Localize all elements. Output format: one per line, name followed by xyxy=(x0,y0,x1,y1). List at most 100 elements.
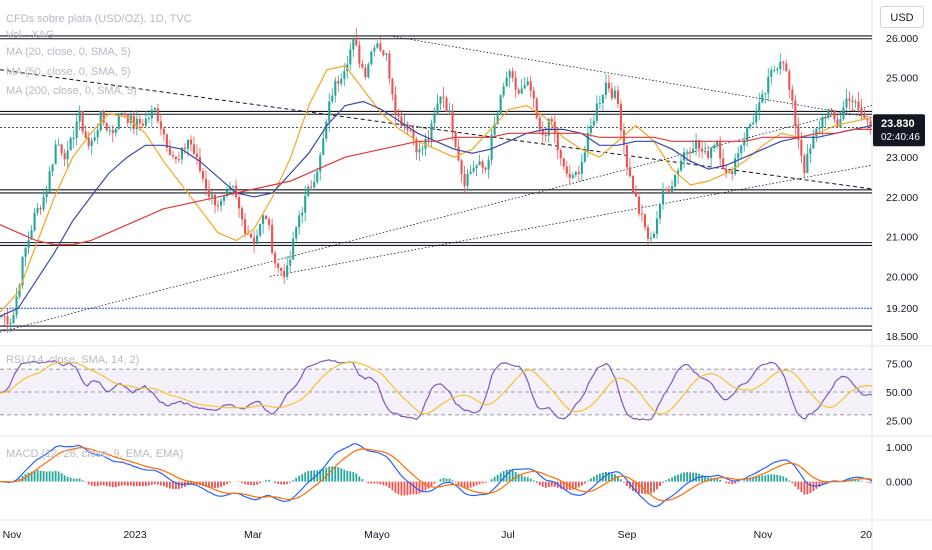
price-tick-label: 19.200 xyxy=(886,303,918,315)
candle-body xyxy=(54,144,57,165)
candle-body xyxy=(364,67,367,78)
ma200-line xyxy=(0,128,872,246)
candle-body xyxy=(845,98,848,108)
candle-body xyxy=(316,171,319,182)
price-tick-label: 25.000 xyxy=(886,73,918,85)
candle-body xyxy=(752,122,755,125)
candle-body xyxy=(69,138,72,151)
candle-body xyxy=(313,181,316,188)
candle-body xyxy=(219,200,223,206)
candle-body xyxy=(292,238,295,260)
candle-body xyxy=(24,247,27,257)
candle-body xyxy=(177,159,180,161)
candle-body xyxy=(722,158,725,169)
ma20-line xyxy=(0,65,873,313)
candle-body xyxy=(394,94,397,114)
price-tick-label: 26.000 xyxy=(886,33,918,45)
ma50-line xyxy=(0,100,873,317)
candle-body xyxy=(192,144,195,154)
candle-body xyxy=(713,145,716,149)
candle-body xyxy=(463,173,466,187)
candle-body xyxy=(39,207,42,210)
macd-legend: MACD (12, 26, close, 9, EMA, EMA) xyxy=(6,448,184,460)
candle-body xyxy=(102,111,105,123)
candle-body xyxy=(180,147,183,160)
candle-body xyxy=(643,214,647,228)
candle-body xyxy=(75,121,78,138)
candle-body xyxy=(628,167,631,177)
candle-body xyxy=(680,160,683,171)
candle-body xyxy=(451,110,454,132)
candle-body xyxy=(105,122,108,131)
candle-body xyxy=(442,96,445,99)
candle-body xyxy=(126,114,129,123)
candle-body xyxy=(586,133,589,153)
candle-body xyxy=(842,107,845,120)
candle-body xyxy=(550,118,553,122)
candle-body xyxy=(367,64,370,78)
candle-body xyxy=(511,71,514,78)
candle-body xyxy=(854,101,857,103)
candle-body xyxy=(30,230,33,240)
candle-body xyxy=(710,148,713,158)
macd-tick-label: 0.000 xyxy=(886,477,912,489)
candle-body xyxy=(716,141,719,146)
candle-body xyxy=(652,233,656,238)
candle-body xyxy=(532,90,535,99)
candle-body xyxy=(523,85,526,89)
currency-button[interactable]: USD xyxy=(880,6,924,28)
candle-body xyxy=(824,117,827,119)
candle-body xyxy=(758,102,761,112)
candle-body xyxy=(791,89,794,101)
candle-body xyxy=(595,103,598,121)
candle-body xyxy=(664,189,668,191)
chart-title: CFDs sobre plata (USD/OZ), 1D, TVC xyxy=(6,13,192,25)
candle-body xyxy=(265,215,268,220)
candle-body xyxy=(475,165,478,169)
candle-body xyxy=(625,144,628,168)
candle-body xyxy=(259,223,262,236)
rsi-line xyxy=(0,359,873,421)
candle-body xyxy=(670,186,674,192)
candle-body xyxy=(111,130,114,133)
candle-body xyxy=(430,123,433,140)
candle-body xyxy=(707,151,710,158)
candle-body xyxy=(613,90,616,99)
candle-body xyxy=(174,156,177,160)
candle-body xyxy=(776,69,779,71)
price-tick-label: 20.000 xyxy=(886,271,918,283)
candle-body xyxy=(216,205,220,207)
candle-body xyxy=(598,103,601,105)
candle-body xyxy=(132,115,135,129)
rsi-legend: RSI (14, close, SMA, 14, 2) xyxy=(6,354,140,366)
candle-body xyxy=(355,37,358,46)
candle-body xyxy=(637,196,641,214)
candle-body xyxy=(616,90,619,105)
candle-body xyxy=(851,100,854,103)
candle-body xyxy=(529,81,532,91)
candle-body xyxy=(12,314,15,323)
candle-body xyxy=(343,71,346,79)
candle-body xyxy=(863,115,866,119)
candle-body xyxy=(692,148,695,153)
candle-body xyxy=(821,117,824,129)
candle-body xyxy=(773,69,776,71)
candle-body xyxy=(141,123,144,126)
candle-body xyxy=(556,133,559,151)
rsi-signal-line xyxy=(0,361,873,415)
candle-body xyxy=(237,197,241,209)
candle-body xyxy=(604,82,607,95)
candle-body xyxy=(60,144,63,154)
candle-body xyxy=(454,131,457,147)
candle-body xyxy=(538,117,541,130)
candle-body xyxy=(93,137,96,141)
candle-body xyxy=(640,213,644,215)
time-tick-label: Mayo xyxy=(364,529,390,541)
candle-body xyxy=(755,111,758,123)
candle-body xyxy=(307,186,310,196)
candle-body xyxy=(424,139,427,149)
price-tick-label: 23.000 xyxy=(886,152,918,164)
candle-body xyxy=(376,43,379,48)
candle-body xyxy=(580,161,583,174)
